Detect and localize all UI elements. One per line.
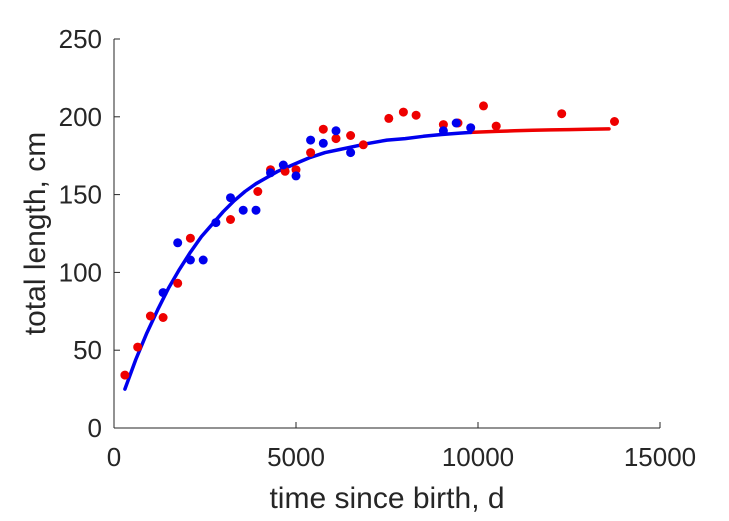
data-point	[384, 113, 394, 123]
data-point	[306, 135, 316, 145]
y-tick-label: 150	[59, 180, 102, 210]
data-point	[346, 148, 356, 158]
data-point	[226, 215, 235, 224]
y-tick-label: 50	[73, 335, 102, 365]
data-point	[411, 110, 421, 120]
data-point	[318, 138, 328, 148]
data-point	[120, 370, 130, 380]
x-tick-label: 0	[107, 442, 121, 472]
data-point	[291, 165, 301, 175]
data-point	[158, 288, 168, 298]
y-tick-label: 200	[59, 102, 102, 132]
data-point	[466, 123, 476, 133]
data-point	[266, 168, 275, 178]
x-tick-label: 15000	[624, 442, 696, 472]
data-point	[291, 171, 301, 181]
data-point	[491, 121, 501, 131]
data-point	[145, 311, 155, 321]
x-axis-label: time since birth, d	[269, 482, 504, 515]
data-point	[318, 124, 328, 134]
y-tick-label: 100	[59, 257, 102, 287]
data-point	[211, 218, 221, 228]
x-axis: 0 5000 10000 15000	[107, 422, 696, 472]
fit-curve	[468, 127, 611, 135]
data-point	[198, 255, 208, 265]
data-point	[438, 126, 448, 136]
data-point	[158, 313, 168, 322]
data-points	[120, 101, 619, 380]
data-point	[226, 193, 235, 203]
data-point	[185, 233, 195, 243]
fit-curves	[123, 127, 611, 391]
y-tick-label: 0	[88, 413, 102, 443]
data-point	[238, 205, 248, 215]
data-point	[451, 118, 461, 128]
data-point	[557, 109, 567, 119]
data-point	[331, 126, 341, 136]
data-point	[306, 148, 316, 158]
data-point	[185, 255, 195, 265]
data-point	[278, 160, 288, 170]
data-point	[610, 117, 619, 126]
data-point	[479, 101, 488, 111]
data-point	[173, 238, 183, 248]
data-point	[438, 120, 448, 130]
y-axis: 0 50 100 150 200 250	[59, 24, 120, 443]
data-point	[253, 187, 263, 196]
y-tick-label: 250	[59, 24, 102, 54]
data-point	[346, 131, 356, 140]
data-point	[251, 205, 261, 215]
data-point	[358, 140, 368, 150]
data-point	[398, 107, 408, 117]
data-point	[173, 278, 183, 288]
x-tick-label: 10000	[442, 442, 514, 472]
y-axis-label: total length, cm	[19, 132, 52, 335]
x-tick-label: 5000	[267, 442, 325, 472]
data-point	[331, 134, 341, 144]
data-point	[133, 342, 143, 352]
